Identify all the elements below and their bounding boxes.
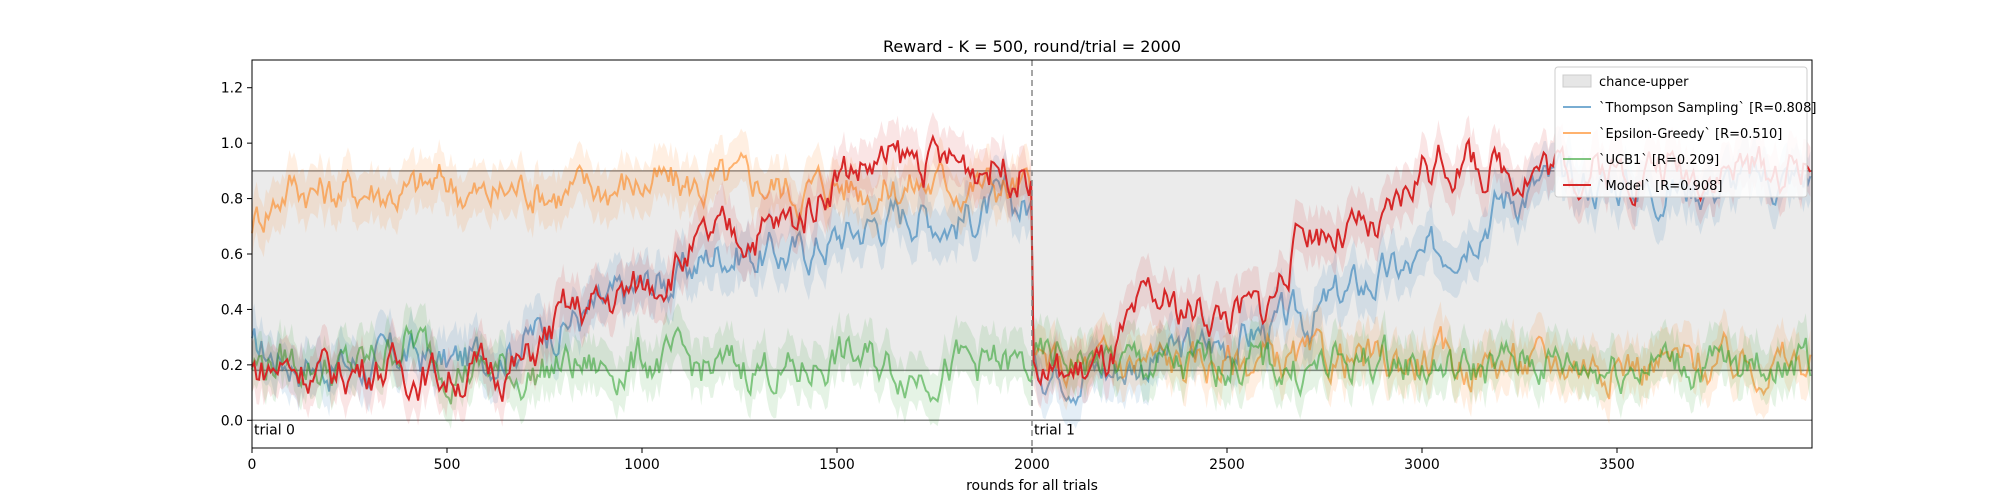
chart-title: Reward - K = 500, round/trial = 2000 [883,37,1181,56]
annotation-1: trial 1 [1034,422,1075,438]
y-tick-label-5: 1.0 [221,136,243,152]
y-tick-label-1: 0.2 [221,358,243,374]
x-tick-label-4: 2000 [1014,457,1050,473]
x-axis-label: rounds for all trials [966,478,1098,494]
x-tick-label-5: 2500 [1209,457,1245,473]
x-tick-label-0: 0 [248,457,257,473]
annotations: trial 0 trial 1 [254,422,1075,438]
legend-label-chance: chance-upper [1599,75,1689,90]
y-tick-label-6: 1.2 [221,81,243,97]
legend-label-3: `Model` [R=0.908] [1599,179,1722,194]
legend-label-0: `Thompson Sampling` [R=0.808] [1599,101,1816,116]
series-line-3 [251,133,1812,402]
x-tick-label-6: 3000 [1404,457,1440,473]
x-axis-ticks: 0 500 1000 1500 2000 2500 3000 3500 [248,448,1635,473]
legend-box [1554,66,1808,198]
annotation-0: trial 0 [254,422,295,438]
x-tick-label-1: 500 [434,457,461,473]
series-band-2 [252,302,1811,429]
y-tick-label-0: 0.0 [221,413,243,429]
legend-label-1: `Epsilon-Greedy` [R=0.510] [1599,127,1782,142]
y-tick-label-2: 0.4 [221,302,243,318]
y-axis-ticks: 0.0 0.2 0.4 0.6 0.8 1.0 1.2 [221,81,252,429]
y-tick-label-4: 0.8 [221,192,243,208]
legend: chance-upper `Thompson Sampling` [R=0.808… [1554,66,1816,198]
x-tick-label-7: 3500 [1599,457,1635,473]
legend-swatch-chance [1562,74,1592,88]
x-tick-label-2: 1000 [624,457,660,473]
series-line-2 [251,324,1812,405]
series-band-1 [252,128,1811,424]
legend-label-2: `UCB1` [R=0.209] [1599,153,1719,168]
y-tick-label-3: 0.6 [221,247,243,263]
x-tick-label-3: 1500 [819,457,855,473]
